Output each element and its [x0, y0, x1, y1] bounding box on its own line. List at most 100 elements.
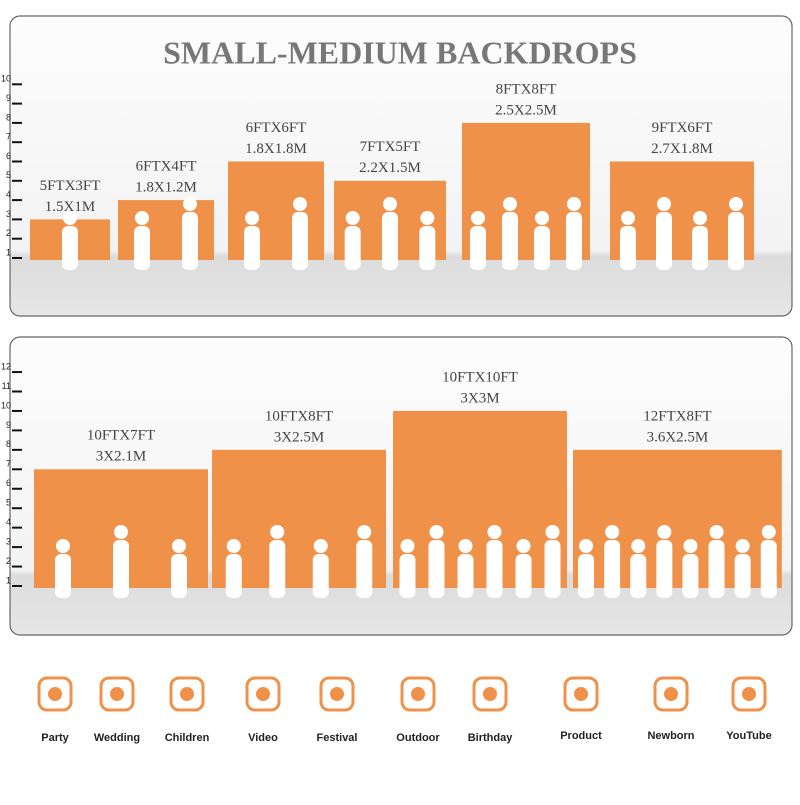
use-label: Children [165, 732, 210, 744]
use-icon-dot [742, 687, 756, 701]
ruler-label: 3 [6, 209, 11, 219]
use-icon-dot [664, 687, 678, 701]
use-icon [99, 676, 135, 712]
person-head [471, 211, 485, 225]
person-head [605, 525, 620, 539]
person-body [62, 226, 78, 270]
person-head [503, 197, 517, 211]
ruler-label: 2 [6, 556, 11, 566]
use-icon-dot [574, 687, 588, 701]
person-head [683, 539, 698, 553]
size-feet: 6FTX6FT [246, 120, 307, 136]
size-feet: 8FTX8FT [496, 81, 557, 97]
person-head [357, 525, 372, 539]
size-feet: 10FTX8FT [265, 408, 333, 424]
ruler-label: 10 [1, 74, 11, 84]
person-head [693, 211, 707, 225]
person-body [269, 540, 286, 598]
person-head [183, 197, 197, 211]
person-body [292, 212, 308, 270]
person-head [516, 539, 531, 553]
person-head [657, 525, 672, 539]
ruler-label: 5 [6, 170, 11, 180]
size-meters: 3X2.5M [274, 429, 324, 445]
person-body [312, 554, 329, 598]
size-feet: 10FTX10FT [442, 369, 518, 385]
size-meters: 2.5X2.5M [495, 102, 557, 118]
use-icon-dot [180, 687, 194, 701]
person-body [344, 226, 361, 270]
person-head [735, 539, 750, 553]
person-head [56, 539, 70, 553]
person-body [55, 554, 71, 598]
person-head [545, 525, 560, 539]
person-body [244, 226, 260, 270]
person-body [428, 540, 445, 598]
person-body [534, 226, 550, 270]
person-body [171, 554, 187, 598]
use-label: Festival [317, 732, 358, 744]
use-icon [472, 676, 508, 712]
person-body [544, 540, 561, 598]
person-body [457, 554, 474, 598]
use-label: Product [560, 730, 602, 742]
use-label: Video [248, 732, 278, 744]
size-feet: 6FTX4FT [136, 159, 197, 175]
person-body [470, 226, 486, 270]
person-head [245, 211, 259, 225]
ruler-label: 3 [6, 536, 11, 546]
use-icon [37, 676, 73, 712]
ruler-label: 10 [1, 400, 11, 410]
person-body [656, 212, 672, 270]
person-body [182, 212, 198, 270]
use-icon [400, 676, 436, 712]
person-body [382, 212, 398, 270]
person-head [270, 525, 285, 539]
use-label: Party [41, 732, 69, 744]
size-meters: 1.8X1.2M [135, 180, 197, 196]
person-head [729, 197, 743, 211]
person-head [709, 525, 724, 539]
ruler-label: 5 [6, 498, 11, 508]
person-head [172, 539, 186, 553]
person-head [579, 539, 594, 553]
person-head [135, 211, 149, 225]
size-meters: 3X2.1M [96, 449, 146, 465]
ruler-label: 2 [6, 228, 11, 238]
person-head [761, 525, 776, 539]
ruler-label: 8 [6, 112, 11, 122]
person-head [535, 211, 549, 225]
use-label: Birthday [468, 732, 514, 744]
size-feet: 5FTX3FT [40, 178, 101, 194]
person-body [486, 540, 503, 598]
person-head [567, 197, 581, 211]
use-label: Wedding [94, 732, 140, 744]
person-body [734, 554, 751, 598]
use-icon [319, 676, 355, 712]
use-icon-dot [110, 687, 124, 701]
person-head [420, 211, 435, 225]
person-head [429, 525, 444, 539]
person-head [383, 197, 397, 211]
ruler-label: 1 [6, 575, 11, 585]
person-body [113, 540, 129, 598]
size-meters: 1.5X1M [45, 199, 95, 215]
ruler-label: 9 [6, 420, 11, 430]
use-label: Outdoor [396, 732, 440, 744]
person-head [400, 539, 415, 553]
person-body [604, 540, 621, 598]
size-meters: 1.8X1.8M [245, 141, 307, 157]
backdrop [393, 410, 567, 588]
use-icon-dot [483, 687, 497, 701]
person-body [515, 554, 532, 598]
ruler-label: 6 [6, 478, 11, 488]
size-meters: 2.7X1.8M [651, 141, 713, 157]
use-icon [653, 676, 689, 712]
person-body [419, 226, 436, 270]
person-body [620, 226, 636, 270]
person-body [682, 554, 699, 598]
size-feet: 12FTX8FT [643, 408, 711, 424]
person-head [63, 211, 77, 225]
ruler-label: 6 [6, 151, 11, 161]
use-icon-dot [330, 687, 344, 701]
